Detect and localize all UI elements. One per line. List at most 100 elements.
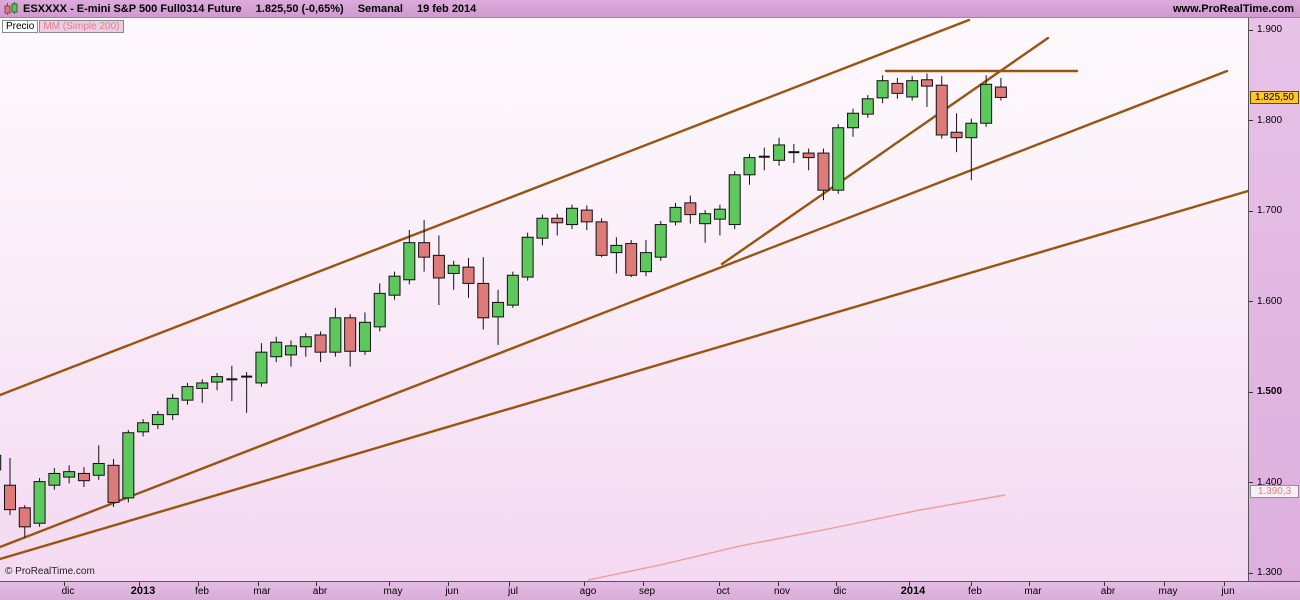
- time-axis-label: may: [383, 586, 403, 597]
- header-bar: ESXXXX - E-mini S&P 500 Full0314 Future …: [0, 0, 1300, 18]
- timeframe-label: Semanal: [357, 2, 403, 15]
- candle-bullish: [536, 217, 549, 239]
- time-axis-label: mar: [253, 586, 271, 597]
- time-axis-tick: [584, 582, 585, 586]
- trendline-channel-bottom[interactable]: [0, 189, 1248, 561]
- date-label: 19 feb 2014: [416, 2, 477, 15]
- price-chart-area[interactable]: © ProRealTime.com: [0, 0, 1248, 581]
- candle-bearish: [418, 242, 431, 258]
- candle-bullish: [151, 414, 164, 426]
- candle-bullish: [610, 244, 623, 254]
- time-axis-tick: [1104, 582, 1105, 586]
- time-axis-tick: [139, 582, 140, 586]
- candle-bullish: [861, 98, 874, 115]
- time-axis-tick: [909, 582, 910, 586]
- candle-bullish: [92, 462, 105, 476]
- time-axis-tick: [316, 582, 317, 586]
- price-axis-label: 1.400: [1257, 476, 1283, 488]
- candle-bullish: [388, 275, 401, 296]
- price-axis-tick: [1249, 120, 1253, 121]
- time-axis-label: feb: [968, 586, 982, 597]
- time-axis-label: feb: [195, 586, 209, 597]
- time-axis-tick: [258, 582, 259, 586]
- candle-bearish: [18, 507, 31, 528]
- time-axis-label: jun: [445, 586, 459, 597]
- time-axis-label: 2013: [130, 585, 156, 597]
- moving-average-legend-button[interactable]: MM (Simple 200): [39, 20, 124, 33]
- candle-bearish: [432, 254, 445, 279]
- price-axis-label: 1.900: [1257, 24, 1283, 35]
- candle-bullish: [373, 292, 386, 328]
- time-axis-label: may: [1158, 586, 1178, 597]
- candle-bullish: [299, 336, 312, 348]
- candle-bullish: [980, 83, 993, 124]
- candle-bullish: [654, 224, 667, 258]
- candle-bullish: [713, 208, 726, 220]
- candle-bearish: [595, 221, 608, 256]
- time-axis[interactable]: dic 2013 feb mar abr may jun jul ago sep oct nov dic…: [0, 581, 1300, 600]
- candle-bullish: [728, 174, 741, 226]
- trendline-channel-mid[interactable]: [0, 69, 1229, 549]
- time-axis-tick: [1029, 582, 1030, 586]
- candle-bullish: [48, 472, 61, 486]
- candle-bearish: [107, 464, 120, 503]
- candle-bullish: [521, 236, 534, 278]
- trendline-steep-support[interactable]: [720, 36, 1050, 266]
- time-axis-label: dic: [61, 586, 75, 597]
- instrument-title: ESXXXX - E-mini S&P 500 Full0314 Future: [23, 2, 242, 15]
- time-axis-tick: [1164, 582, 1165, 586]
- price-axis-label: 1.700: [1257, 205, 1283, 216]
- candle-bullish: [329, 317, 342, 353]
- copyright-label: © ProRealTime.com: [5, 566, 95, 577]
- candle-bearish: [891, 82, 904, 94]
- time-axis-label: oct: [716, 586, 730, 597]
- price-legend-button[interactable]: Precio: [2, 20, 39, 33]
- last-price-change: 1.825,50 (-0,65%): [255, 2, 344, 15]
- time-axis-tick: [389, 582, 390, 586]
- candle-bullish: [166, 397, 179, 416]
- moving-average-price-tag: 1.390,3: [1250, 484, 1299, 498]
- price-axis-label: 1.600: [1257, 295, 1283, 307]
- legend-row: Precio MM (Simple 200): [2, 20, 124, 33]
- time-axis-label: jul: [507, 586, 519, 597]
- candle-bullish: [196, 382, 209, 389]
- price-axis-label: 1.500: [1257, 386, 1283, 397]
- candle-bearish: [802, 152, 815, 159]
- price-axis[interactable]: 1.825,50 1.390,3 1.900 1.800 1.700 1.600 1.5…: [1248, 18, 1300, 581]
- candlestick-canvas[interactable]: [0, 0, 1248, 581]
- candle-bullish: [403, 242, 416, 281]
- candle-doji: [758, 155, 770, 158]
- time-axis-tick: [198, 582, 199, 586]
- candle-bearish: [684, 202, 697, 216]
- candle-bullish: [285, 345, 297, 356]
- candle-bearish: [950, 131, 963, 139]
- candle-bullish: [270, 341, 283, 358]
- candle-bearish: [77, 472, 90, 482]
- candle-bearish: [994, 86, 1007, 98]
- candle-bullish: [447, 264, 460, 274]
- trendline-channel-top[interactable]: [0, 18, 971, 397]
- candle-bearish: [462, 266, 475, 284]
- time-axis-label: mar: [1024, 586, 1042, 597]
- time-axis-label: ago: [579, 586, 597, 597]
- time-axis-tick: [643, 582, 644, 586]
- time-axis-tick: [64, 582, 65, 586]
- candle-bullish: [492, 301, 505, 318]
- price-axis-tick: [1249, 482, 1253, 483]
- price-axis-label: 1.800: [1257, 114, 1283, 126]
- time-axis-tick: [509, 582, 510, 586]
- time-axis-label: nov: [773, 586, 791, 597]
- time-axis-tick: [1224, 582, 1225, 586]
- candle-bullish: [506, 274, 519, 306]
- candle-bearish: [314, 334, 327, 353]
- time-axis-label: 2014: [900, 585, 926, 597]
- candle-bearish: [477, 282, 490, 319]
- price-axis-label: 1.300: [1257, 567, 1283, 578]
- candle-bearish: [580, 209, 593, 223]
- watermark-url: www.ProRealTime.com: [1172, 2, 1294, 15]
- candle-bullish: [255, 351, 268, 384]
- time-axis-tick: [836, 582, 837, 586]
- candle-bullish: [669, 206, 682, 223]
- candle-bearish: [920, 79, 933, 87]
